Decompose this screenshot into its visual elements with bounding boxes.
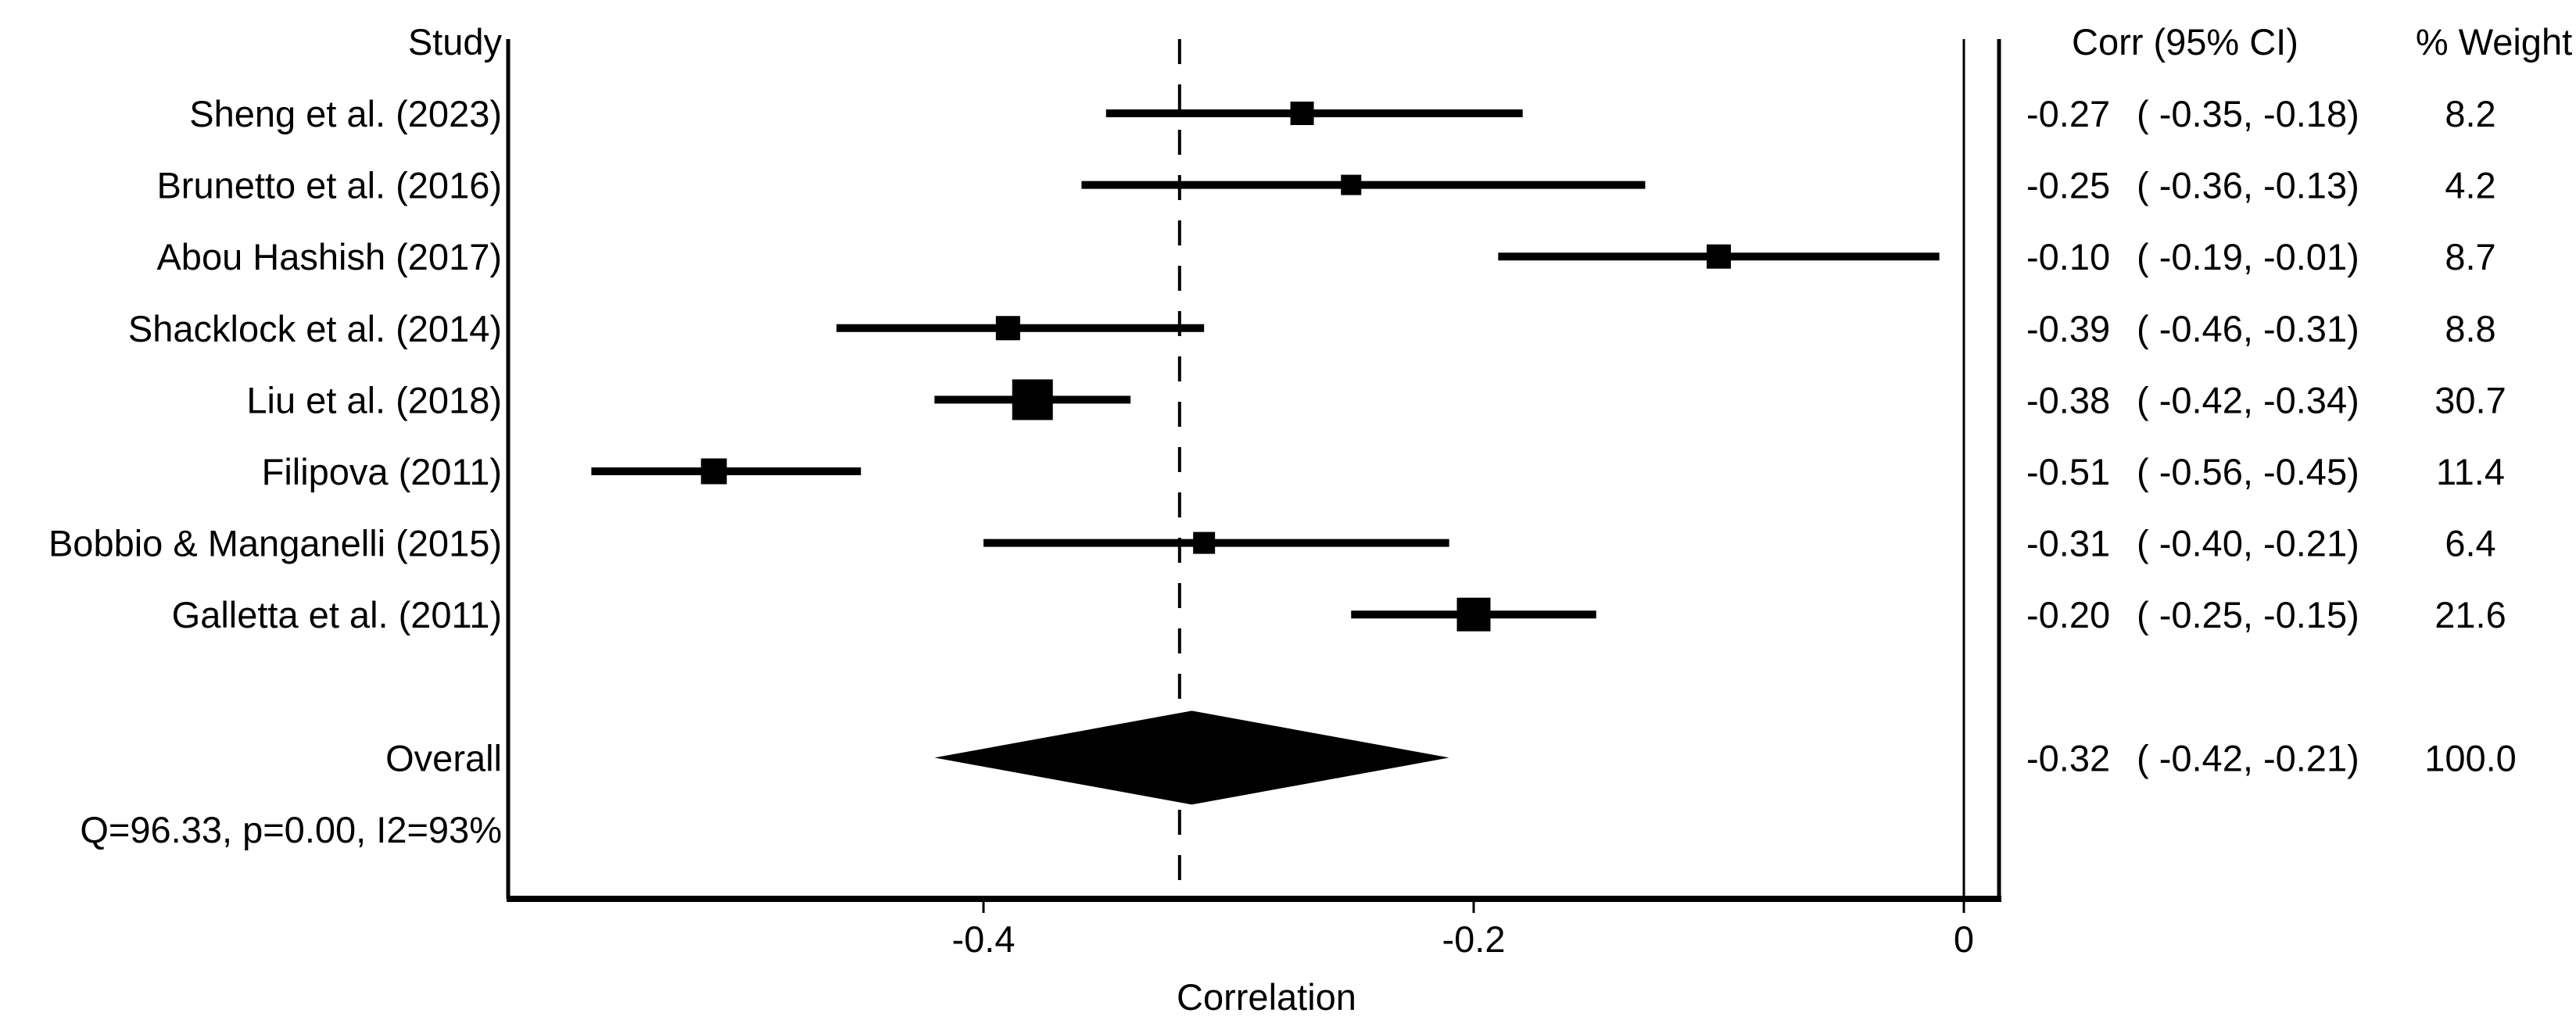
overall-row: Overall -0.32 ( -0.42, -0.21) 100.0 [385,710,2517,805]
overall-label: Overall [385,737,502,778]
effect-square [1193,531,1216,554]
overall-weight-value: 100.0 [2424,737,2517,778]
study-label: Shacklock et al. (2014) [128,308,502,349]
corr-value: -0.10 [2026,236,2110,277]
ci-value: ( -0.35, -0.18) [2137,93,2359,134]
effect-square [995,316,1020,341]
overall-ci-value: ( -0.42, -0.21) [2137,737,2359,778]
ci-value: ( -0.56, -0.45) [2137,451,2359,492]
weight-value: 6.4 [2445,523,2495,564]
x-axis-tick-label: -0.2 [1442,918,1506,960]
ci-value: ( -0.25, -0.15) [2137,594,2359,635]
effect-square [1012,379,1053,421]
effect-square [1456,597,1491,632]
weight-value: 30.7 [2434,379,2506,421]
weight-value: 21.6 [2434,594,2506,635]
effect-square [700,458,727,485]
study-row: Liu et al. (2018) -0.38 ( -0.42, -0.34) 30.… [246,379,2506,421]
study-row: Galletta et al. (2011) -0.20 ( -0.25, -0.1… [172,594,2506,635]
weight-value: 8.7 [2445,236,2495,277]
axis-ticks-layer: -0.4 -0.2 0 [952,902,1974,960]
weight-value: 8.8 [2445,308,2495,349]
ci-value: ( -0.46, -0.31) [2137,308,2359,349]
weight-value: 11.4 [2436,451,2505,492]
corr-value: -0.51 [2026,451,2110,492]
x-axis-title: Correlation [1177,976,1356,1018]
study-row: Sheng et al. (2023) -0.27 ( -0.35, -0.18) 8… [189,93,2495,134]
study-row: Bobbio & Manganelli (2015) -0.31 ( -0.40, … [48,523,2496,564]
x-axis-tick-label: 0 [1954,918,1974,960]
corr-value: -0.31 [2026,523,2110,564]
corr-value: -0.38 [2026,379,2110,421]
column-header-weight: % Weight [2416,21,2572,63]
corr-value: -0.25 [2026,165,2110,206]
weight-value: 8.2 [2445,93,2495,134]
study-row: Abou Hashish (2017) -0.10 ( -0.19, -0.01) 8… [156,236,2495,277]
ci-value: ( -0.36, -0.13) [2137,165,2359,206]
study-row: Shacklock et al. (2014) -0.39 ( -0.46, -0.… [128,308,2496,349]
corr-value: -0.20 [2026,594,2110,635]
heterogeneity-stats: Q=96.33, p=0.00, I2=93% [80,809,502,850]
corr-value: -0.27 [2026,93,2110,134]
study-rows-layer: Sheng et al. (2023) -0.27 ( -0.35, -0.18) 8… [48,93,2517,805]
study-label: Sheng et al. (2023) [189,93,502,134]
study-label: Abou Hashish (2017) [156,236,502,277]
study-label: Galletta et al. (2011) [172,594,502,635]
column-header-study: Study [408,21,503,63]
ci-value: ( -0.19, -0.01) [2137,236,2359,277]
overall-corr-value: -0.32 [2026,737,2110,778]
study-label: Liu et al. (2018) [246,379,502,421]
overall-diamond [934,710,1449,805]
corr-value: -0.39 [2026,308,2110,349]
ci-value: ( -0.42, -0.34) [2137,379,2359,421]
ci-value: ( -0.40, -0.21) [2137,523,2359,564]
study-label: Filipova (2011) [262,451,502,492]
effect-square [1707,244,1731,269]
study-row: Filipova (2011) -0.51 ( -0.56, -0.45) 11.4 [262,451,2505,492]
column-header-corr-ci: Corr (95% CI) [2072,21,2298,63]
weight-value: 4.2 [2445,165,2495,206]
study-label: Bobbio & Manganelli (2015) [48,523,502,564]
effect-square [1341,174,1362,195]
study-row: Brunetto et al. (2016) -0.25 ( -0.36, -0.1… [156,165,2495,206]
effect-square [1290,102,1314,125]
study-label: Brunetto et al. (2016) [156,165,502,206]
x-axis-tick-label: -0.4 [952,918,1016,960]
